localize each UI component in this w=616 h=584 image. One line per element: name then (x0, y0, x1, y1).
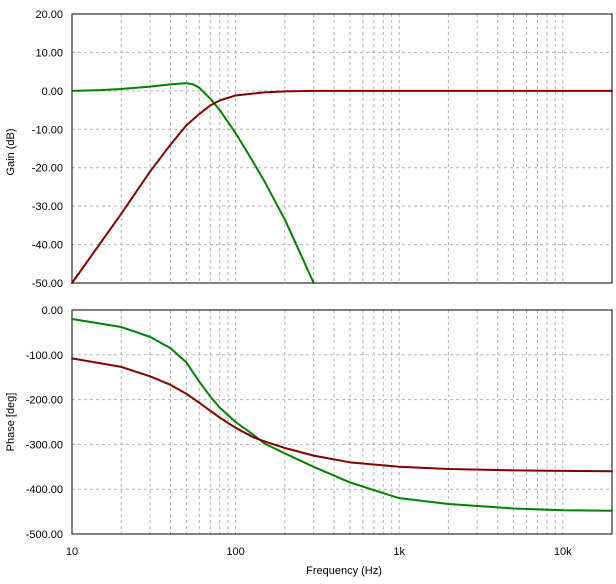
y-tick-label: -200.00 (26, 395, 63, 407)
y-tick-label: -10.00 (32, 124, 63, 136)
y-tick-label: -50.00 (32, 278, 63, 290)
y-axis-title: Gain (dB) (5, 128, 17, 175)
series-line-2 (71, 357, 613, 473)
y-tick-label: 10.00 (35, 47, 63, 59)
y-axis-title: Phase [deg] (5, 393, 17, 452)
series-line-1 (71, 317, 613, 512)
y-tick-label: -400.00 (26, 484, 63, 496)
x-tick-label: 10k (554, 546, 572, 558)
y-tick-label: 0.00 (42, 305, 63, 317)
y-tick-label: -20.00 (32, 163, 63, 175)
x-tick-label: 1k (393, 546, 405, 558)
x-tick-label: 100 (226, 546, 244, 558)
y-tick-label: -40.00 (32, 240, 63, 252)
plot-frame (71, 13, 613, 284)
x-tick-label: 10 (66, 546, 78, 558)
plot-frame (71, 309, 613, 535)
y-tick-label: -30.00 (32, 201, 63, 213)
y-tick-label: -500.00 (26, 529, 63, 541)
y-tick-label: 20.00 (35, 9, 63, 21)
y-tick-label: -300.00 (26, 439, 63, 451)
gain-panel: 20.00 10.00 0.00 -10.00 -20.00 -30.00 -40.00 -5… (5, 9, 613, 290)
y-tick-label: -100.00 (26, 350, 63, 362)
phase-panel: 0.00 -100.00 -200.00 -300.00 -400.00 -500.00 P… (5, 305, 613, 577)
series-line-2 (71, 89, 613, 284)
y-tick-label: 0.00 (42, 86, 63, 98)
x-axis-title: Frequency (Hz) (306, 565, 382, 577)
series-line-1 (71, 82, 315, 284)
